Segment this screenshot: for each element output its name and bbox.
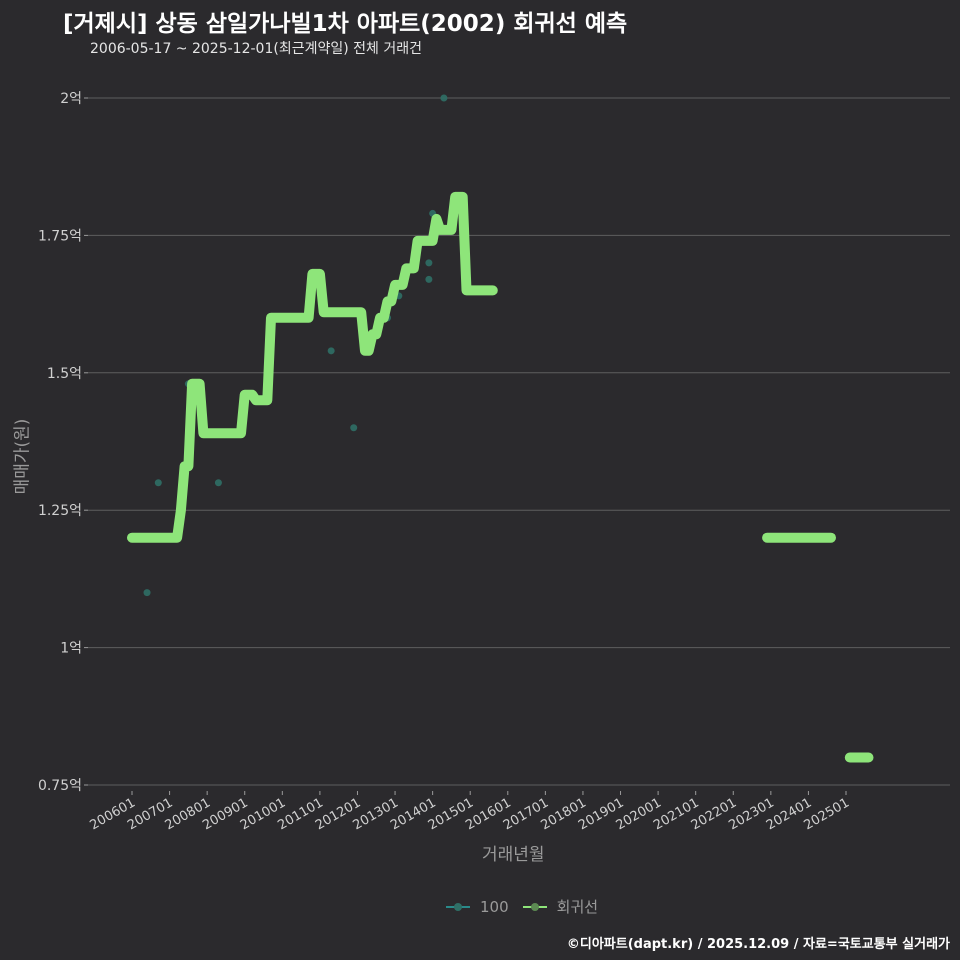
data-point — [425, 259, 433, 267]
legend-label: 회귀선 — [556, 898, 599, 916]
data-point — [327, 347, 335, 355]
chart-title: [거제시] 상동 삼일가나빌1차 아파트(2002) 회귀선 예측 — [63, 11, 628, 37]
y-tick-label: 1억 — [60, 641, 82, 657]
legend-label: 100 — [480, 897, 509, 916]
y-tick-label: 1.5억 — [47, 366, 82, 382]
data-point — [440, 94, 448, 102]
regression-segment — [127, 191, 498, 543]
data-point — [214, 479, 222, 487]
legend-key-scatter-icon — [446, 902, 470, 912]
legend-item-100: 100 — [446, 898, 509, 916]
scatter-points — [143, 94, 470, 597]
chart-subtitle: 2006-05-17 ~ 2025-12-01(최근계약일) 전체 거래건 — [90, 41, 422, 57]
y-axis-label: 매매가(원) — [12, 418, 33, 495]
grid-lines — [88, 97, 950, 786]
y-tick-label: 2억 — [60, 91, 82, 107]
y-tick-label: 1.25억 — [38, 503, 82, 519]
x-axis-ticks: 2006012007012008012009012010012011012012… — [88, 791, 852, 833]
y-tick-label: 0.75억 — [38, 778, 82, 794]
data-point — [143, 589, 151, 597]
y-axis-ticks: 0.75억 1억 1.25억 1.5억 1.75억 2억 — [38, 91, 88, 794]
data-point — [350, 424, 358, 432]
footer-credit: ©디아파트(dapt.kr) / 2025.12.09 / 자료=국토교통부 실… — [566, 937, 950, 952]
legend-item-regression: 회귀선 — [522, 896, 599, 917]
y-tick-label: 1.75억 — [38, 228, 82, 244]
legend: 100 회귀선 — [446, 896, 604, 917]
data-point — [425, 275, 433, 283]
data-point — [154, 479, 162, 487]
x-axis-label: 거래년월 — [482, 845, 545, 865]
regression-line — [127, 191, 874, 763]
legend-key-line-icon — [522, 902, 547, 912]
y-axis-label-wrap: 매매가(원) — [2, 419, 33, 495]
